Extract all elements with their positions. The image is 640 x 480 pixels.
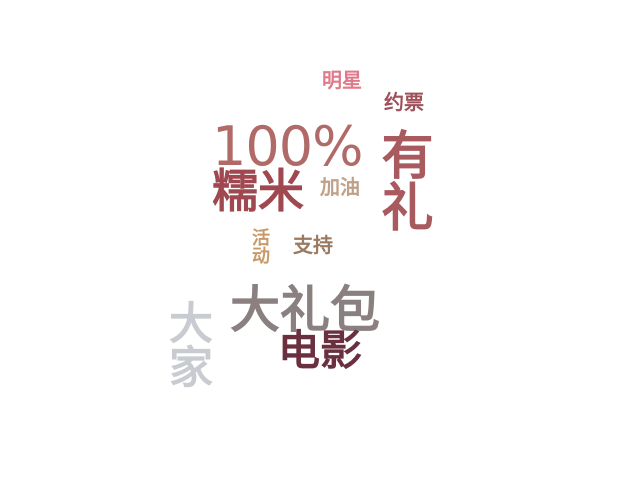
word-nuomi: 糯米 — [212, 164, 304, 218]
word-dianying: 电影 — [278, 326, 363, 375]
word-mingxing: 明星 — [322, 68, 362, 92]
word-huodong: 活动 — [249, 228, 270, 264]
word-youli: 有礼 — [372, 128, 432, 232]
word-100-percent: 100% — [212, 115, 363, 178]
word-yuepiao: 约票 — [384, 90, 424, 114]
word-jiayou: 加油 — [320, 175, 360, 199]
word-dalibao: 大礼包 — [230, 281, 380, 339]
word-dajia: 大家 — [161, 300, 212, 388]
word-zhichi: 支持 — [293, 233, 333, 257]
